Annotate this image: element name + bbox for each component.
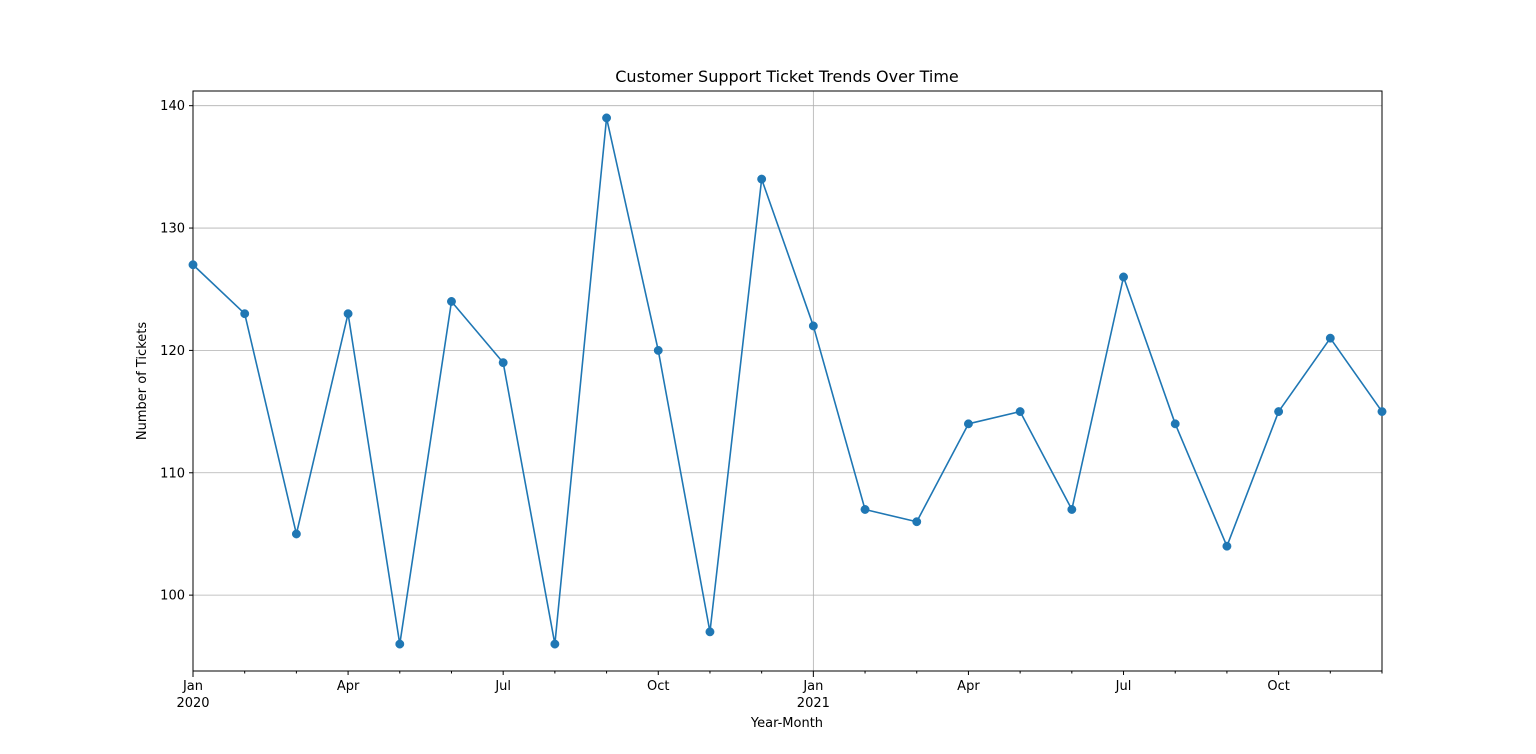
- data-point: [240, 309, 250, 319]
- data-point: [1015, 407, 1025, 417]
- x-axis-label: Year-Month: [750, 716, 823, 731]
- x-tick-label: Oct: [1267, 679, 1289, 694]
- data-point: [343, 309, 353, 319]
- x-tick-label: Oct: [647, 679, 669, 694]
- data-point: [550, 639, 560, 649]
- data-point: [757, 174, 767, 184]
- y-tick-label: 140: [160, 99, 185, 114]
- x-tick-label: Jul: [1115, 679, 1132, 694]
- y-axis-ticks: 100 110 120 130 140: [160, 99, 193, 604]
- data-point: [1067, 505, 1077, 514]
- data-point: [912, 517, 922, 527]
- data-point: [447, 297, 456, 306]
- y-tick-label: 110: [160, 466, 185, 481]
- data-point: [602, 113, 612, 123]
- chart-title: Customer Support Ticket Trends Over Time: [615, 67, 959, 86]
- data-point: [963, 419, 973, 429]
- data-point: [653, 345, 663, 355]
- data-point: [291, 529, 301, 539]
- x-tick-label: Jan: [182, 679, 203, 694]
- series-line: [192, 117, 1383, 645]
- data-point: [1325, 333, 1335, 343]
- data-point: [1222, 541, 1232, 551]
- x-tick-label: Jan: [802, 679, 823, 694]
- plot-area-frame: [192, 90, 1383, 672]
- y-tick-label: 130: [160, 222, 185, 237]
- data-point: [395, 639, 405, 649]
- x-tick-year-label: 2021: [797, 696, 830, 711]
- x-tick-year-label: 2020: [176, 696, 209, 711]
- x-tick-label: Apr: [337, 679, 360, 694]
- series-group: [188, 113, 1387, 649]
- data-point: [1119, 272, 1128, 282]
- data-point: [705, 627, 715, 637]
- x-axis-ticks: Jan 2020 Apr Jul Oct Jan 2021 Apr Jul Oct: [176, 671, 1383, 711]
- y-tick-label: 100: [160, 589, 185, 604]
- data-point: [498, 358, 508, 368]
- data-point: [188, 260, 198, 270]
- data-point: [860, 505, 870, 514]
- data-point: [1170, 419, 1180, 429]
- grid-lines: [193, 91, 1382, 671]
- data-point: [1377, 407, 1387, 417]
- x-tick-label: Jul: [494, 679, 511, 694]
- y-tick-label: 120: [160, 344, 185, 359]
- x-tick-label: Apr: [957, 679, 980, 694]
- data-point: [1274, 407, 1284, 417]
- data-point: [808, 321, 818, 331]
- y-axis-label: Number of Tickets: [135, 322, 150, 440]
